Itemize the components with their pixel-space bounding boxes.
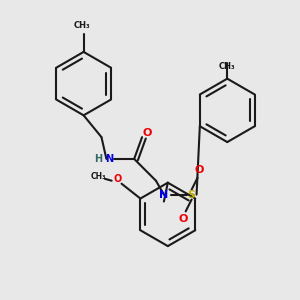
Text: N: N bbox=[159, 190, 169, 200]
Text: CH₃: CH₃ bbox=[91, 172, 106, 181]
Text: N: N bbox=[105, 154, 113, 164]
Text: CH₃: CH₃ bbox=[219, 62, 236, 71]
Text: O: O bbox=[195, 165, 204, 175]
Text: O: O bbox=[179, 214, 188, 224]
Text: H: H bbox=[94, 154, 103, 164]
Text: S: S bbox=[188, 190, 196, 200]
Text: O: O bbox=[142, 128, 152, 138]
Text: O: O bbox=[113, 174, 122, 184]
Text: CH₃: CH₃ bbox=[73, 21, 90, 30]
